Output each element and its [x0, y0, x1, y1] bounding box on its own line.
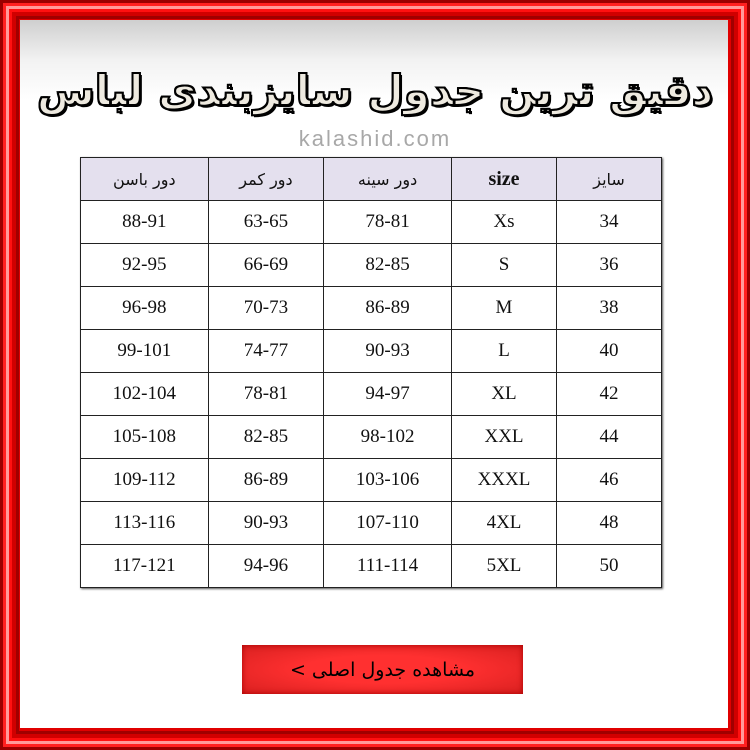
header-waist: دور کمر	[207, 157, 325, 201]
cell-size-number: 44	[556, 415, 662, 459]
cell-chest: 78-81	[323, 200, 452, 244]
cell-waist: 74-77	[207, 329, 325, 373]
header-size-fa: سایز	[556, 157, 662, 201]
cell-hip: 92-95	[80, 243, 209, 287]
table-header-row: سایز size دور سینه دور کمر دور باسن	[80, 157, 662, 201]
cell-size-number: 50	[556, 544, 662, 588]
table-row: 40 L 90-93 74-77 99-101	[80, 329, 662, 373]
cell-chest: 90-93	[323, 329, 452, 373]
cell-chest: 86-89	[323, 286, 452, 330]
table-row: 46 XXXL 103-106 86-89 109-112	[80, 458, 662, 502]
cell-size-number: 48	[556, 501, 662, 545]
table-row: 44 XXL 98-102 82-85 105-108	[80, 415, 662, 459]
cell-size-label: XXL	[450, 415, 558, 459]
cell-size-label: Xs	[450, 200, 558, 244]
cell-size-label: 5XL	[450, 544, 558, 588]
cell-size-label: L	[450, 329, 558, 373]
table-row: 42 XL 94-97 78-81 102-104	[80, 372, 662, 416]
cell-chest: 82-85	[323, 243, 452, 287]
cell-hip: 99-101	[80, 329, 209, 373]
cell-waist: 66-69	[207, 243, 325, 287]
cell-hip: 105-108	[80, 415, 209, 459]
cell-size-label: M	[450, 286, 558, 330]
page-title: دقیق ترین جدول سایزبندی لباس	[36, 65, 714, 116]
cell-waist: 78-81	[207, 372, 325, 416]
header-size-en: size	[450, 157, 558, 201]
watermark: kalashid.com	[298, 126, 452, 151]
cell-hip: 96-98	[80, 286, 209, 330]
table-row: 34 Xs 78-81 63-65 88-91	[80, 200, 662, 244]
cell-size-label: XL	[450, 372, 558, 416]
table-row: 48 4XL 107-110 90-93 113-116	[80, 501, 662, 545]
view-original-table-button[interactable]: مشاهده جدول اصلی >	[242, 645, 523, 694]
cell-size-number: 34	[556, 200, 662, 244]
cell-hip: 88-91	[80, 200, 209, 244]
cell-size-number: 40	[556, 329, 662, 373]
table-row: 50 5XL 111-114 94-96 117-121	[80, 544, 662, 588]
header-hip: دور باسن	[80, 157, 209, 201]
cell-size-label: XXXL	[450, 458, 558, 502]
cell-chest: 98-102	[323, 415, 452, 459]
cell-chest: 111-114	[323, 544, 452, 588]
cell-hip: 102-104	[80, 372, 209, 416]
cell-waist: 70-73	[207, 286, 325, 330]
cell-size-label: S	[450, 243, 558, 287]
cell-chest: 107-110	[323, 501, 452, 545]
cell-hip: 113-116	[80, 501, 209, 545]
cell-waist: 63-65	[207, 200, 325, 244]
cell-waist: 94-96	[207, 544, 325, 588]
size-chart-table: سایز size دور سینه دور کمر دور باسن 34 Xs…	[80, 157, 662, 588]
cell-waist: 82-85	[207, 415, 325, 459]
cell-size-number: 42	[556, 372, 662, 416]
cell-hip: 109-112	[80, 458, 209, 502]
cell-size-label: 4XL	[450, 501, 558, 545]
cell-waist: 86-89	[207, 458, 325, 502]
cell-hip: 117-121	[80, 544, 209, 588]
cell-chest: 94-97	[323, 372, 452, 416]
cell-size-number: 36	[556, 243, 662, 287]
header-chest: دور سینه	[323, 157, 452, 201]
table-row: 38 M 86-89 70-73 96-98	[80, 286, 662, 330]
cell-waist: 90-93	[207, 501, 325, 545]
cell-size-number: 46	[556, 458, 662, 502]
cell-chest: 103-106	[323, 458, 452, 502]
table-row: 36 S 82-85 66-69 92-95	[80, 243, 662, 287]
cell-size-number: 38	[556, 286, 662, 330]
